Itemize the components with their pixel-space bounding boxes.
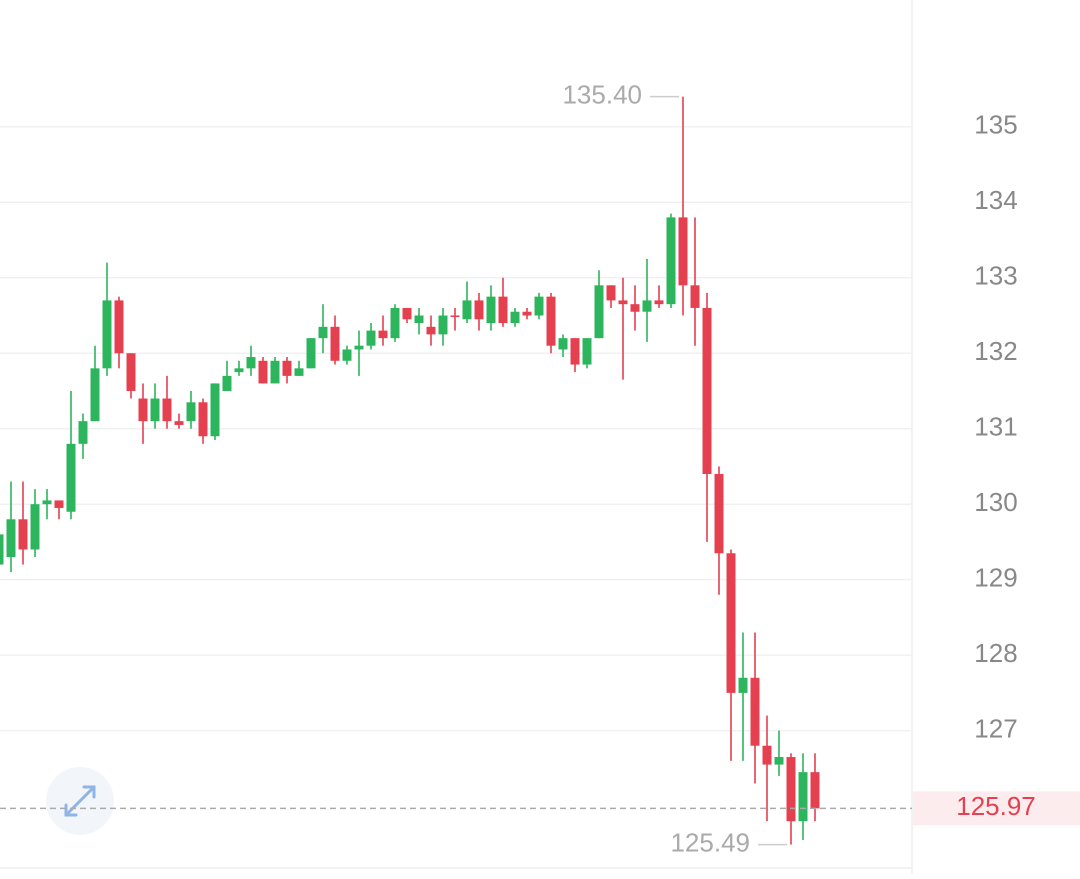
candle-body <box>666 217 676 305</box>
candle-body <box>354 345 364 350</box>
candle-body <box>186 402 196 422</box>
candle-body <box>414 315 424 324</box>
candle-body <box>654 300 664 305</box>
candle-body <box>678 217 688 286</box>
candle-body <box>102 300 112 369</box>
candle-body <box>342 349 352 361</box>
candle-body <box>798 772 808 822</box>
y-tick-label: 129 <box>974 563 1017 593</box>
last-price-badge <box>913 791 1080 826</box>
candle-body <box>402 307 412 320</box>
candle-body <box>366 330 376 346</box>
candle-body <box>258 360 268 384</box>
candle-body <box>510 311 520 324</box>
candle-body <box>150 398 160 422</box>
candle-body <box>18 519 28 550</box>
y-tick-label: 130 <box>974 487 1017 517</box>
candle-body <box>222 375 232 391</box>
candle-body <box>306 338 316 369</box>
candle-body <box>486 296 496 324</box>
y-tick-label: 128 <box>974 638 1017 668</box>
candle-body <box>762 745 772 765</box>
candle-body <box>690 285 700 308</box>
last-price-label: 125.97 <box>956 791 1036 821</box>
low-marker-label: 125.49 <box>670 827 750 857</box>
candle-body <box>138 398 148 422</box>
candle-body <box>270 360 280 384</box>
candle-body <box>246 357 256 369</box>
candle-body <box>462 300 472 320</box>
y-tick-label: 135 <box>974 110 1017 140</box>
candle-body <box>498 296 508 324</box>
y-tick-label: 132 <box>974 336 1017 366</box>
candle-body <box>294 368 304 376</box>
candle-body <box>570 338 580 365</box>
candle-body <box>774 757 784 765</box>
candle-body <box>114 300 124 354</box>
candle-body <box>282 360 292 376</box>
candle-body <box>390 307 400 339</box>
candle-body <box>6 519 16 558</box>
candle-body <box>642 300 652 312</box>
candle-body <box>126 353 136 391</box>
expand-button[interactable] <box>46 767 114 835</box>
candle-body <box>750 677 760 746</box>
candle-body <box>810 772 820 809</box>
candle-body <box>546 296 556 346</box>
candle-body <box>426 326 436 335</box>
y-tick-label: 134 <box>974 185 1017 215</box>
candle-body <box>594 285 604 339</box>
candle-body <box>30 504 40 550</box>
candle-body <box>78 421 88 444</box>
candle-body <box>234 368 244 373</box>
candle-body <box>210 383 220 437</box>
y-tick-label: 133 <box>974 261 1017 291</box>
candle-body <box>702 307 712 475</box>
candle-body <box>630 304 640 312</box>
candle-body <box>66 443 76 512</box>
candle-body <box>534 296 544 316</box>
candle-body <box>618 300 628 305</box>
candle-body <box>726 553 736 693</box>
candle-body <box>318 326 328 339</box>
candle-body <box>738 677 748 693</box>
candle-body <box>522 311 532 316</box>
y-tick-label: 131 <box>974 412 1017 442</box>
candle-body <box>162 398 172 422</box>
candle-body <box>378 330 388 339</box>
candle-body <box>198 402 208 437</box>
candle-body <box>786 757 796 822</box>
candle-body <box>606 285 616 301</box>
candle-body <box>174 421 184 425</box>
candle-body <box>42 500 52 505</box>
candle-body <box>474 300 484 320</box>
candle-body <box>0 534 4 565</box>
candle-body <box>330 326 340 361</box>
candle-body <box>450 315 460 318</box>
candle-body <box>438 315 448 335</box>
candle-body <box>54 500 64 508</box>
high-marker-label: 135.40 <box>562 79 642 109</box>
y-tick-label: 127 <box>974 714 1017 744</box>
candle-body <box>90 368 100 422</box>
candle-body <box>558 338 568 350</box>
candle-body <box>582 338 592 365</box>
candle-body <box>714 474 724 554</box>
